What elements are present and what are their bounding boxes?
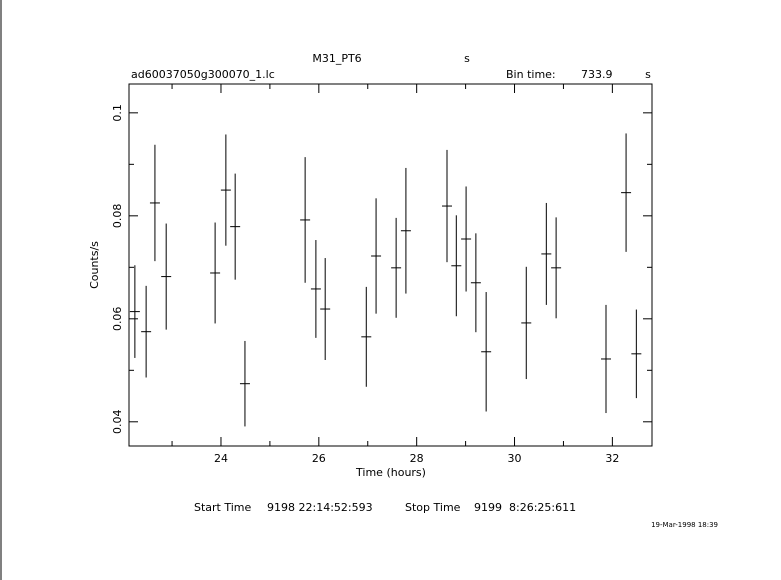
y-tick-label: 0.1: [111, 104, 124, 122]
stop-time: 9199 8:26:25:611: [474, 501, 576, 514]
start-time: 9198 22:14:52:593: [267, 501, 373, 514]
stop-label: Stop Time: [405, 501, 461, 514]
x-tick-label: 26: [312, 452, 326, 465]
title-unit: s: [464, 52, 470, 65]
y-tick-label: 0.04: [111, 410, 124, 435]
x-tick-label: 24: [214, 452, 228, 465]
y-axis-label: Counts/s: [88, 241, 101, 289]
x-tick-label: 32: [605, 452, 619, 465]
bin-time-unit: s: [645, 68, 651, 81]
bin-time: 733.9: [581, 68, 613, 81]
chart-title: M31_PT6: [312, 52, 361, 65]
x-tick-label: 28: [410, 452, 424, 465]
y-tick-label: 0.08: [111, 204, 124, 229]
y-tick-label: 0.06: [111, 307, 124, 332]
start-label: Start Time: [194, 501, 252, 514]
x-tick-label: 30: [508, 452, 522, 465]
x-axis-label: Time (hours): [355, 466, 426, 479]
subtitle: ad60037050g300070_1.lc: [131, 68, 275, 81]
bin-time-label: Bin time:: [506, 68, 556, 81]
date-stamp: 19-Mar-1998 18:39: [651, 521, 718, 529]
plot-frame: [128, 83, 653, 447]
